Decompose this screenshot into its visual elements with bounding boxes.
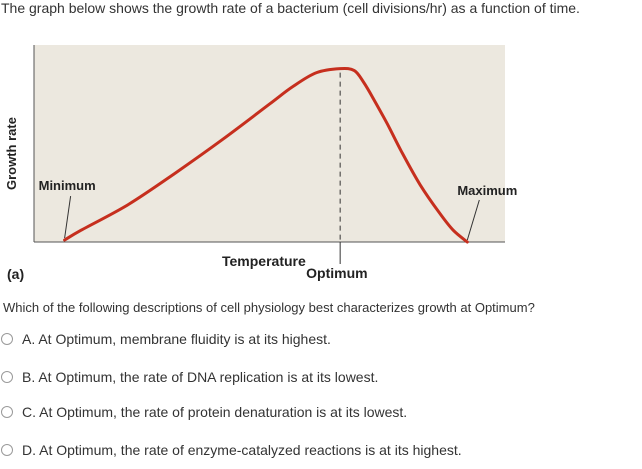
plot-background [34,45,505,242]
option-c-label: C. At Optimum, the rate of protein denat… [22,404,408,420]
maximum-annotation: Maximum [457,183,517,198]
option-b-label: B. At Optimum, the rate of DNA replicati… [22,369,379,385]
minimum-annotation: Minimum [39,178,96,193]
option-d-label: D. At Optimum, the rate of enzyme-cataly… [22,442,462,458]
panel-label: (a) [7,266,25,282]
option-c[interactable]: C. At Optimum, the rate of protein denat… [0,404,407,420]
radio-icon[interactable] [1,444,13,456]
radio-icon[interactable] [1,371,13,383]
option-b[interactable]: B. At Optimum, the rate of DNA replicati… [0,369,378,385]
optimum-annotation: Optimum [306,265,367,281]
option-a-label: A. At Optimum, membrane fluidity is at i… [22,331,331,347]
growth-curve [63,66,469,244]
radio-icon[interactable] [1,333,13,345]
x-axis-label: Temperature [222,253,306,269]
intro-text: The graph below shows the growth rate of… [1,0,580,16]
question-text: Which of the following descriptions of c… [3,300,535,315]
option-d[interactable]: D. At Optimum, the rate of enzyme-cataly… [0,442,462,458]
radio-icon[interactable] [1,406,13,418]
growth-rate-chart: Minimum Maximum Optimum Temperature [33,45,517,281]
option-a[interactable]: A. At Optimum, membrane fluidity is at i… [0,331,331,347]
minimum-leader-line [64,195,72,239]
maximum-leader-line [466,199,480,241]
